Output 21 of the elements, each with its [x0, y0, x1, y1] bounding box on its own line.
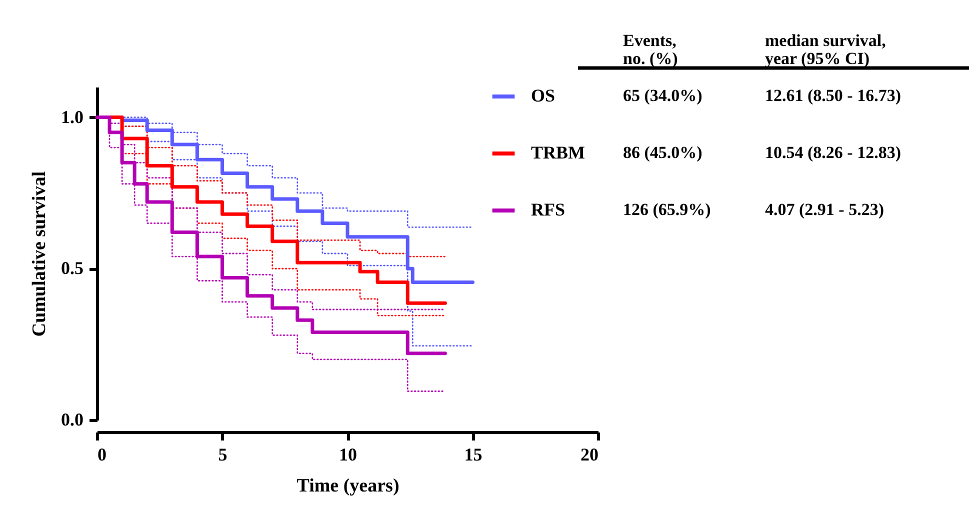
x-tick-label: 0	[98, 444, 106, 464]
y-tick-label: 0.0	[61, 410, 84, 430]
x-tick-label: 15	[464, 444, 482, 464]
legend-label: TRBM	[531, 142, 586, 162]
text: 86 (45.0%)	[623, 143, 702, 162]
x-tick-label: 10	[339, 444, 357, 464]
text: median survival, year (95% CI)	[765, 31, 886, 68]
legend-label: OS	[531, 86, 556, 106]
text: Events, no. (%)	[623, 31, 678, 68]
y-tick-label: 0.5	[61, 258, 84, 278]
text: 65 (34.0%)	[623, 86, 702, 105]
text: 10.54 (8.26 - 12.83)	[765, 143, 901, 162]
y-tick-label: 1.0	[61, 106, 84, 127]
x-axis-title: Time (years)	[296, 476, 400, 496]
x-tick-label: 5	[218, 444, 228, 464]
x-tick-label: 20	[580, 444, 598, 464]
text: 12.61 (8.50 - 16.73)	[765, 86, 901, 105]
legend-label: RFS	[531, 200, 566, 220]
text: 126 (65.9%)	[623, 200, 711, 219]
y-axis-title: Cumulative survival	[29, 171, 50, 337]
text: 4.07 (2.91 - 5.23)	[765, 200, 884, 219]
